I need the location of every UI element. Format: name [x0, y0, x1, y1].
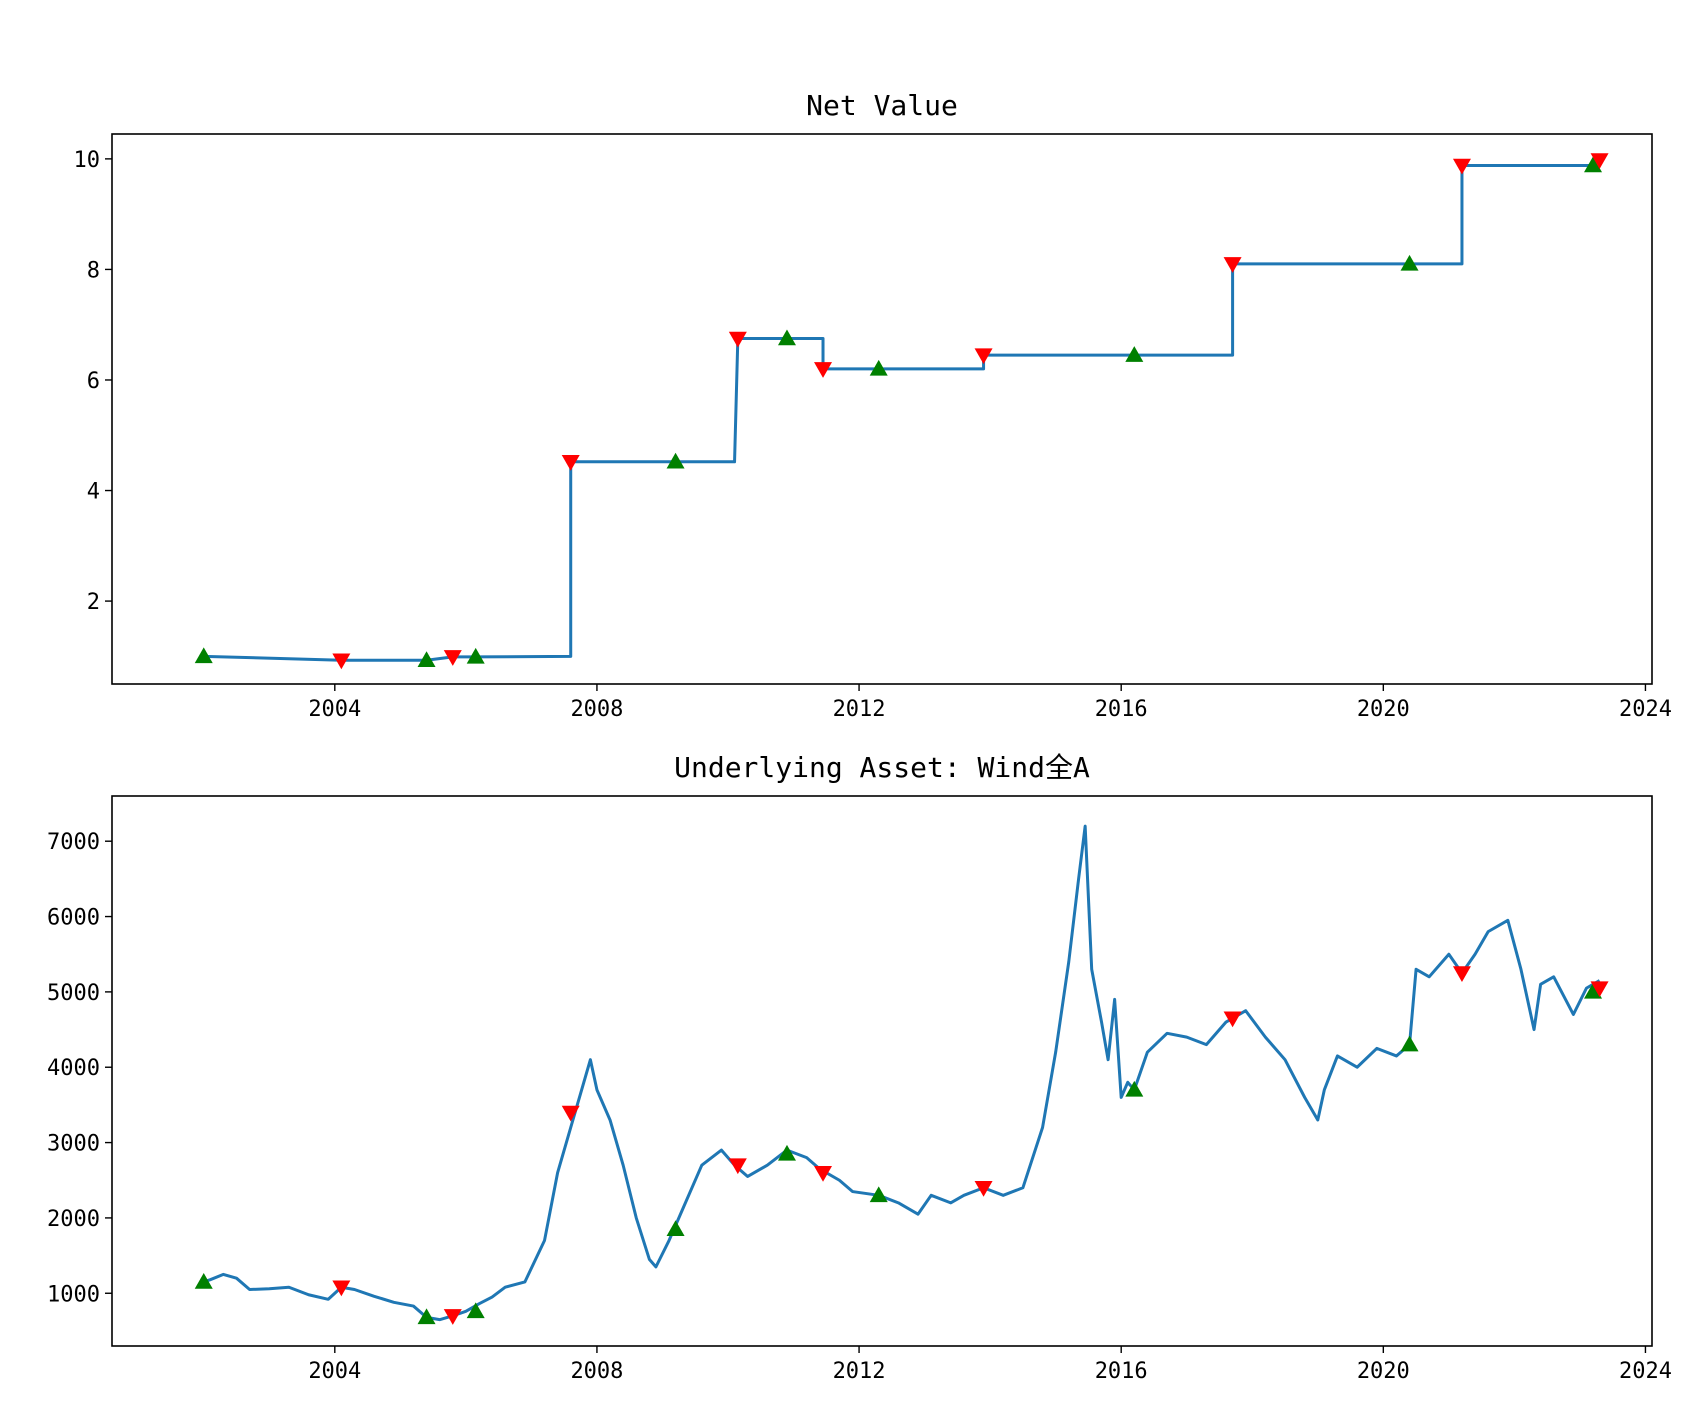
sell-marker	[728, 1158, 747, 1175]
x-tick-label: 2024	[1619, 1359, 1672, 1384]
sell-marker	[332, 1280, 351, 1297]
buy-marker	[1125, 346, 1144, 362]
sell-marker	[814, 1165, 833, 1182]
sell-marker	[1223, 257, 1242, 273]
x-tick-label: 2004	[308, 1359, 361, 1384]
x-axis-ticks: 2004 2008 2012 2016 2020 2024	[308, 1346, 1672, 1384]
buy-marker	[417, 651, 436, 667]
buy-marker	[1400, 254, 1419, 271]
x-tick-label: 2012	[833, 697, 886, 722]
buy-marker	[194, 1272, 213, 1289]
series-line	[203, 824, 1601, 1322]
sell-marker	[332, 653, 351, 670]
y-tick-label: 5000	[47, 981, 100, 1006]
chart-title: Underlying Asset: Wind全A	[674, 751, 1090, 784]
plot-frame	[111, 795, 1653, 1347]
x-tick-label: 2012	[833, 1359, 886, 1384]
buy-marker	[466, 1302, 485, 1319]
net-value-chart: Net Value 2004 2008 2012 2016 2020 2024 2 4 6 8 1…	[74, 89, 1672, 722]
marker-layer	[194, 966, 1609, 1325]
plot-frame	[111, 133, 1653, 685]
marker-layer	[194, 153, 1609, 670]
buy-marker	[194, 647, 213, 664]
sell-marker	[1590, 981, 1609, 998]
sell-marker	[974, 1181, 993, 1197]
y-tick-label: 4000	[47, 1056, 100, 1081]
buy-marker	[666, 1220, 685, 1236]
sell-marker	[443, 1309, 462, 1325]
y-axis-ticks: 2 4 6 8 10	[74, 148, 112, 615]
sell-marker	[974, 348, 993, 365]
sell-marker	[443, 650, 462, 666]
sell-marker	[561, 455, 580, 471]
buy-marker	[1584, 156, 1603, 173]
series-layer	[203, 824, 1601, 1322]
y-tick-label: 7000	[47, 830, 100, 855]
buy-marker	[466, 647, 485, 664]
buy-marker	[777, 329, 796, 346]
x-tick-label: 2016	[1095, 697, 1148, 722]
series-line	[203, 158, 1601, 662]
buy-marker	[777, 1144, 796, 1161]
chart-title: Net Value	[806, 89, 958, 122]
x-axis-ticks: 2004 2008 2012 2016 2020 2024	[308, 684, 1672, 722]
underlying-asset-chart: Underlying Asset: Wind全A 2004 2008 2012 201…	[47, 751, 1672, 1384]
buy-marker	[869, 1186, 888, 1203]
sell-marker	[1452, 966, 1471, 983]
y-tick-label: 3000	[47, 1132, 100, 1157]
y-tick-label: 8	[87, 258, 100, 283]
y-tick-label: 1000	[47, 1282, 100, 1307]
x-tick-label: 2020	[1357, 697, 1410, 722]
buy-marker	[666, 452, 685, 469]
buy-marker	[1125, 1080, 1144, 1097]
buy-marker	[1584, 982, 1603, 999]
series-layer	[203, 158, 1601, 662]
x-tick-label: 2004	[308, 697, 361, 722]
x-tick-label: 2008	[570, 1359, 623, 1384]
x-tick-label: 2020	[1357, 1359, 1410, 1384]
sell-marker	[1452, 158, 1471, 175]
y-tick-label: 10	[74, 148, 101, 173]
sell-marker	[1590, 153, 1609, 169]
y-tick-label: 2	[87, 590, 100, 615]
y-tick-label: 4	[87, 480, 100, 505]
buy-marker	[417, 1308, 436, 1325]
x-tick-label: 2016	[1095, 1359, 1148, 1384]
sell-marker	[561, 1105, 580, 1122]
sell-marker	[1223, 1011, 1242, 1028]
y-tick-label: 2000	[47, 1207, 100, 1232]
y-tick-label: 6000	[47, 906, 100, 931]
buy-marker	[1400, 1035, 1419, 1052]
y-tick-label: 6	[87, 369, 100, 394]
y-axis-ticks: 1000 2000 3000 4000 5000 6000 7000	[47, 830, 112, 1307]
sell-marker	[728, 331, 747, 348]
sell-marker	[814, 362, 833, 378]
x-tick-label: 2024	[1619, 697, 1672, 722]
x-tick-label: 2008	[570, 697, 623, 722]
buy-marker	[869, 359, 888, 376]
